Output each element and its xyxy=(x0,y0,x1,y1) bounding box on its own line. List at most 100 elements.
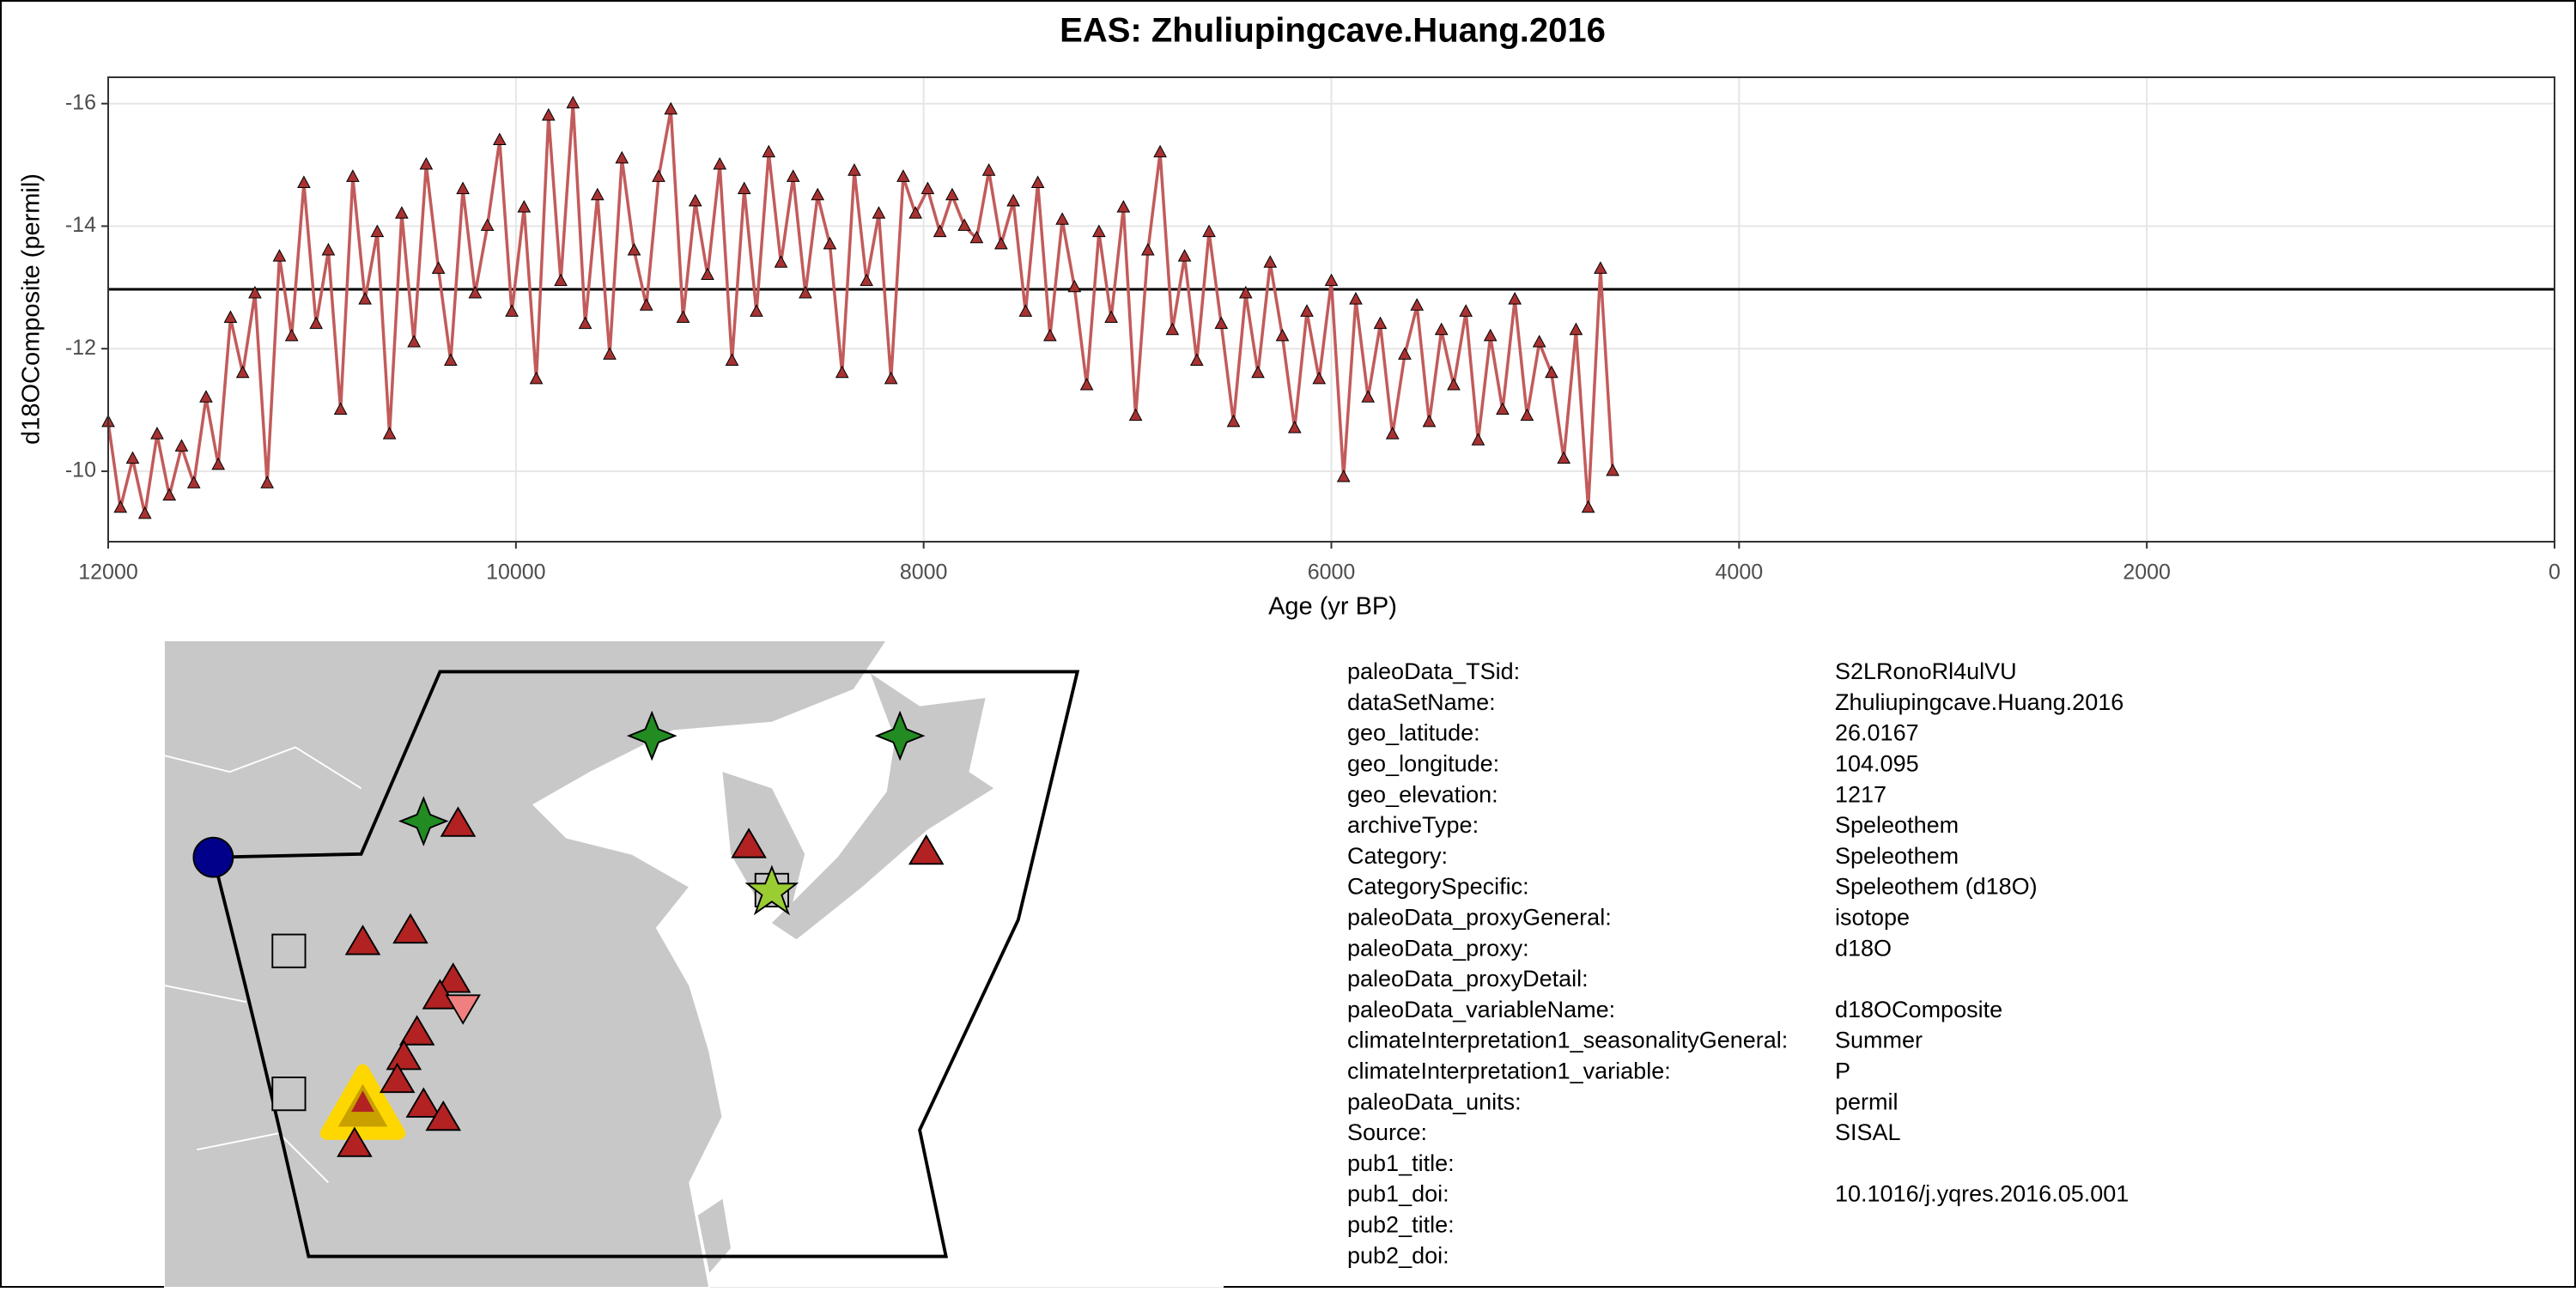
plot-border xyxy=(107,76,2555,543)
data-point xyxy=(1226,414,1241,428)
site-marker xyxy=(405,1087,442,1118)
metadata-key: pub1_title: xyxy=(1347,1150,1455,1176)
data-point xyxy=(346,169,360,182)
data-point xyxy=(1030,175,1045,188)
data-point xyxy=(774,255,788,268)
data-point xyxy=(945,187,959,201)
data-point xyxy=(1238,285,1253,299)
metadata-key: paleoData_proxyGeneral: xyxy=(1347,905,1612,931)
data-point xyxy=(1165,322,1180,336)
data-point xyxy=(517,199,532,213)
y-tick-label: -12 xyxy=(65,336,96,360)
data-point xyxy=(920,181,935,195)
site-marker xyxy=(337,1126,373,1157)
metadata-value: S2LRonoRl4ulVU xyxy=(1835,658,2017,684)
data-point xyxy=(1104,310,1118,323)
data-point xyxy=(407,334,421,348)
data-point xyxy=(529,371,544,385)
data-point xyxy=(725,353,739,366)
data-point xyxy=(603,347,617,360)
metadata-value: Speleothem (d18O) xyxy=(1835,874,2038,900)
data-point xyxy=(1153,144,1167,158)
metadata-key: paleoData_proxyDetail: xyxy=(1347,966,1589,992)
metadata-value: P xyxy=(1835,1058,1850,1084)
site-marker xyxy=(626,710,677,761)
site-marker xyxy=(425,1100,462,1131)
data-point xyxy=(652,169,665,182)
metadata-key: pub1_doi: xyxy=(1347,1181,1449,1207)
data-point xyxy=(1006,193,1020,207)
metadata-value: 104.095 xyxy=(1835,751,1919,777)
y-axis-label: d18OComposite (permil) xyxy=(18,173,46,445)
data-point xyxy=(1508,292,1522,305)
map-land xyxy=(771,673,994,940)
data-point xyxy=(1545,365,1558,379)
data-point xyxy=(1349,292,1363,305)
site-marker xyxy=(344,925,381,955)
data-point xyxy=(1116,199,1131,213)
metadata-value: 1217 xyxy=(1835,781,1886,807)
site-marker xyxy=(440,806,477,837)
data-point xyxy=(468,285,483,299)
data-point xyxy=(1251,365,1265,379)
data-point xyxy=(554,273,568,287)
data-point xyxy=(627,242,641,256)
site-marker xyxy=(731,828,767,858)
metadata-key: climateInterpretation1_seasonalityGenera… xyxy=(1347,1028,1788,1053)
x-tick-label: 10000 xyxy=(486,561,546,585)
data-point xyxy=(1532,334,1546,348)
site-marker xyxy=(744,864,799,916)
site-marker xyxy=(398,1015,435,1046)
data-point xyxy=(444,353,458,366)
data-point xyxy=(248,285,262,299)
x-tick-label: 12000 xyxy=(78,561,138,585)
data-point xyxy=(1422,414,1437,428)
x-tick-label: 8000 xyxy=(900,561,948,585)
metadata-value: 26.0167 xyxy=(1835,720,1919,746)
data-point xyxy=(688,193,702,207)
data-point xyxy=(1606,463,1619,476)
data-point xyxy=(1092,224,1106,238)
data-point xyxy=(1398,347,1412,360)
data-point xyxy=(713,157,727,170)
site-marker xyxy=(386,1040,422,1071)
data-point xyxy=(884,371,898,385)
data-point xyxy=(786,169,800,182)
site-marker xyxy=(192,836,234,878)
metadata-key: pub2_doi: xyxy=(1347,1242,1449,1268)
metadata-value: Speleothem xyxy=(1835,843,1959,869)
data-point xyxy=(321,242,336,256)
data-point xyxy=(431,261,446,274)
data-point xyxy=(382,427,397,440)
site-markers xyxy=(337,806,945,1157)
data-point xyxy=(811,187,825,201)
data-point xyxy=(1079,377,1094,391)
x-tick-label: 4000 xyxy=(1716,561,1764,585)
data-point xyxy=(799,285,812,299)
data-point xyxy=(186,476,201,488)
site-map xyxy=(164,640,1224,1288)
data-point xyxy=(848,163,861,176)
x-tick-label: 2000 xyxy=(2123,561,2171,585)
data-point xyxy=(480,218,495,231)
data-point xyxy=(199,390,213,403)
data-point xyxy=(333,402,348,416)
data-point xyxy=(174,439,189,452)
metadata-key: archiveType: xyxy=(1347,812,1479,838)
data-point xyxy=(981,163,996,176)
site-marker xyxy=(908,834,945,865)
metadata-value: isotope xyxy=(1835,905,1910,931)
metadata-key: Source: xyxy=(1347,1119,1427,1145)
data-point xyxy=(297,175,311,188)
data-point xyxy=(1177,249,1192,262)
data-point xyxy=(125,451,140,464)
data-point xyxy=(737,181,751,195)
site-marker xyxy=(271,1077,307,1112)
metadata-key: paleoData_units: xyxy=(1347,1089,1522,1114)
data-point xyxy=(590,187,605,201)
x-tick-label: 6000 xyxy=(1308,561,1356,585)
metadata-value: Zhuliupingcave.Huang.2016 xyxy=(1835,689,2123,715)
x-tick-label: 0 xyxy=(2549,561,2561,585)
metadata-key: geo_latitude: xyxy=(1347,720,1480,746)
